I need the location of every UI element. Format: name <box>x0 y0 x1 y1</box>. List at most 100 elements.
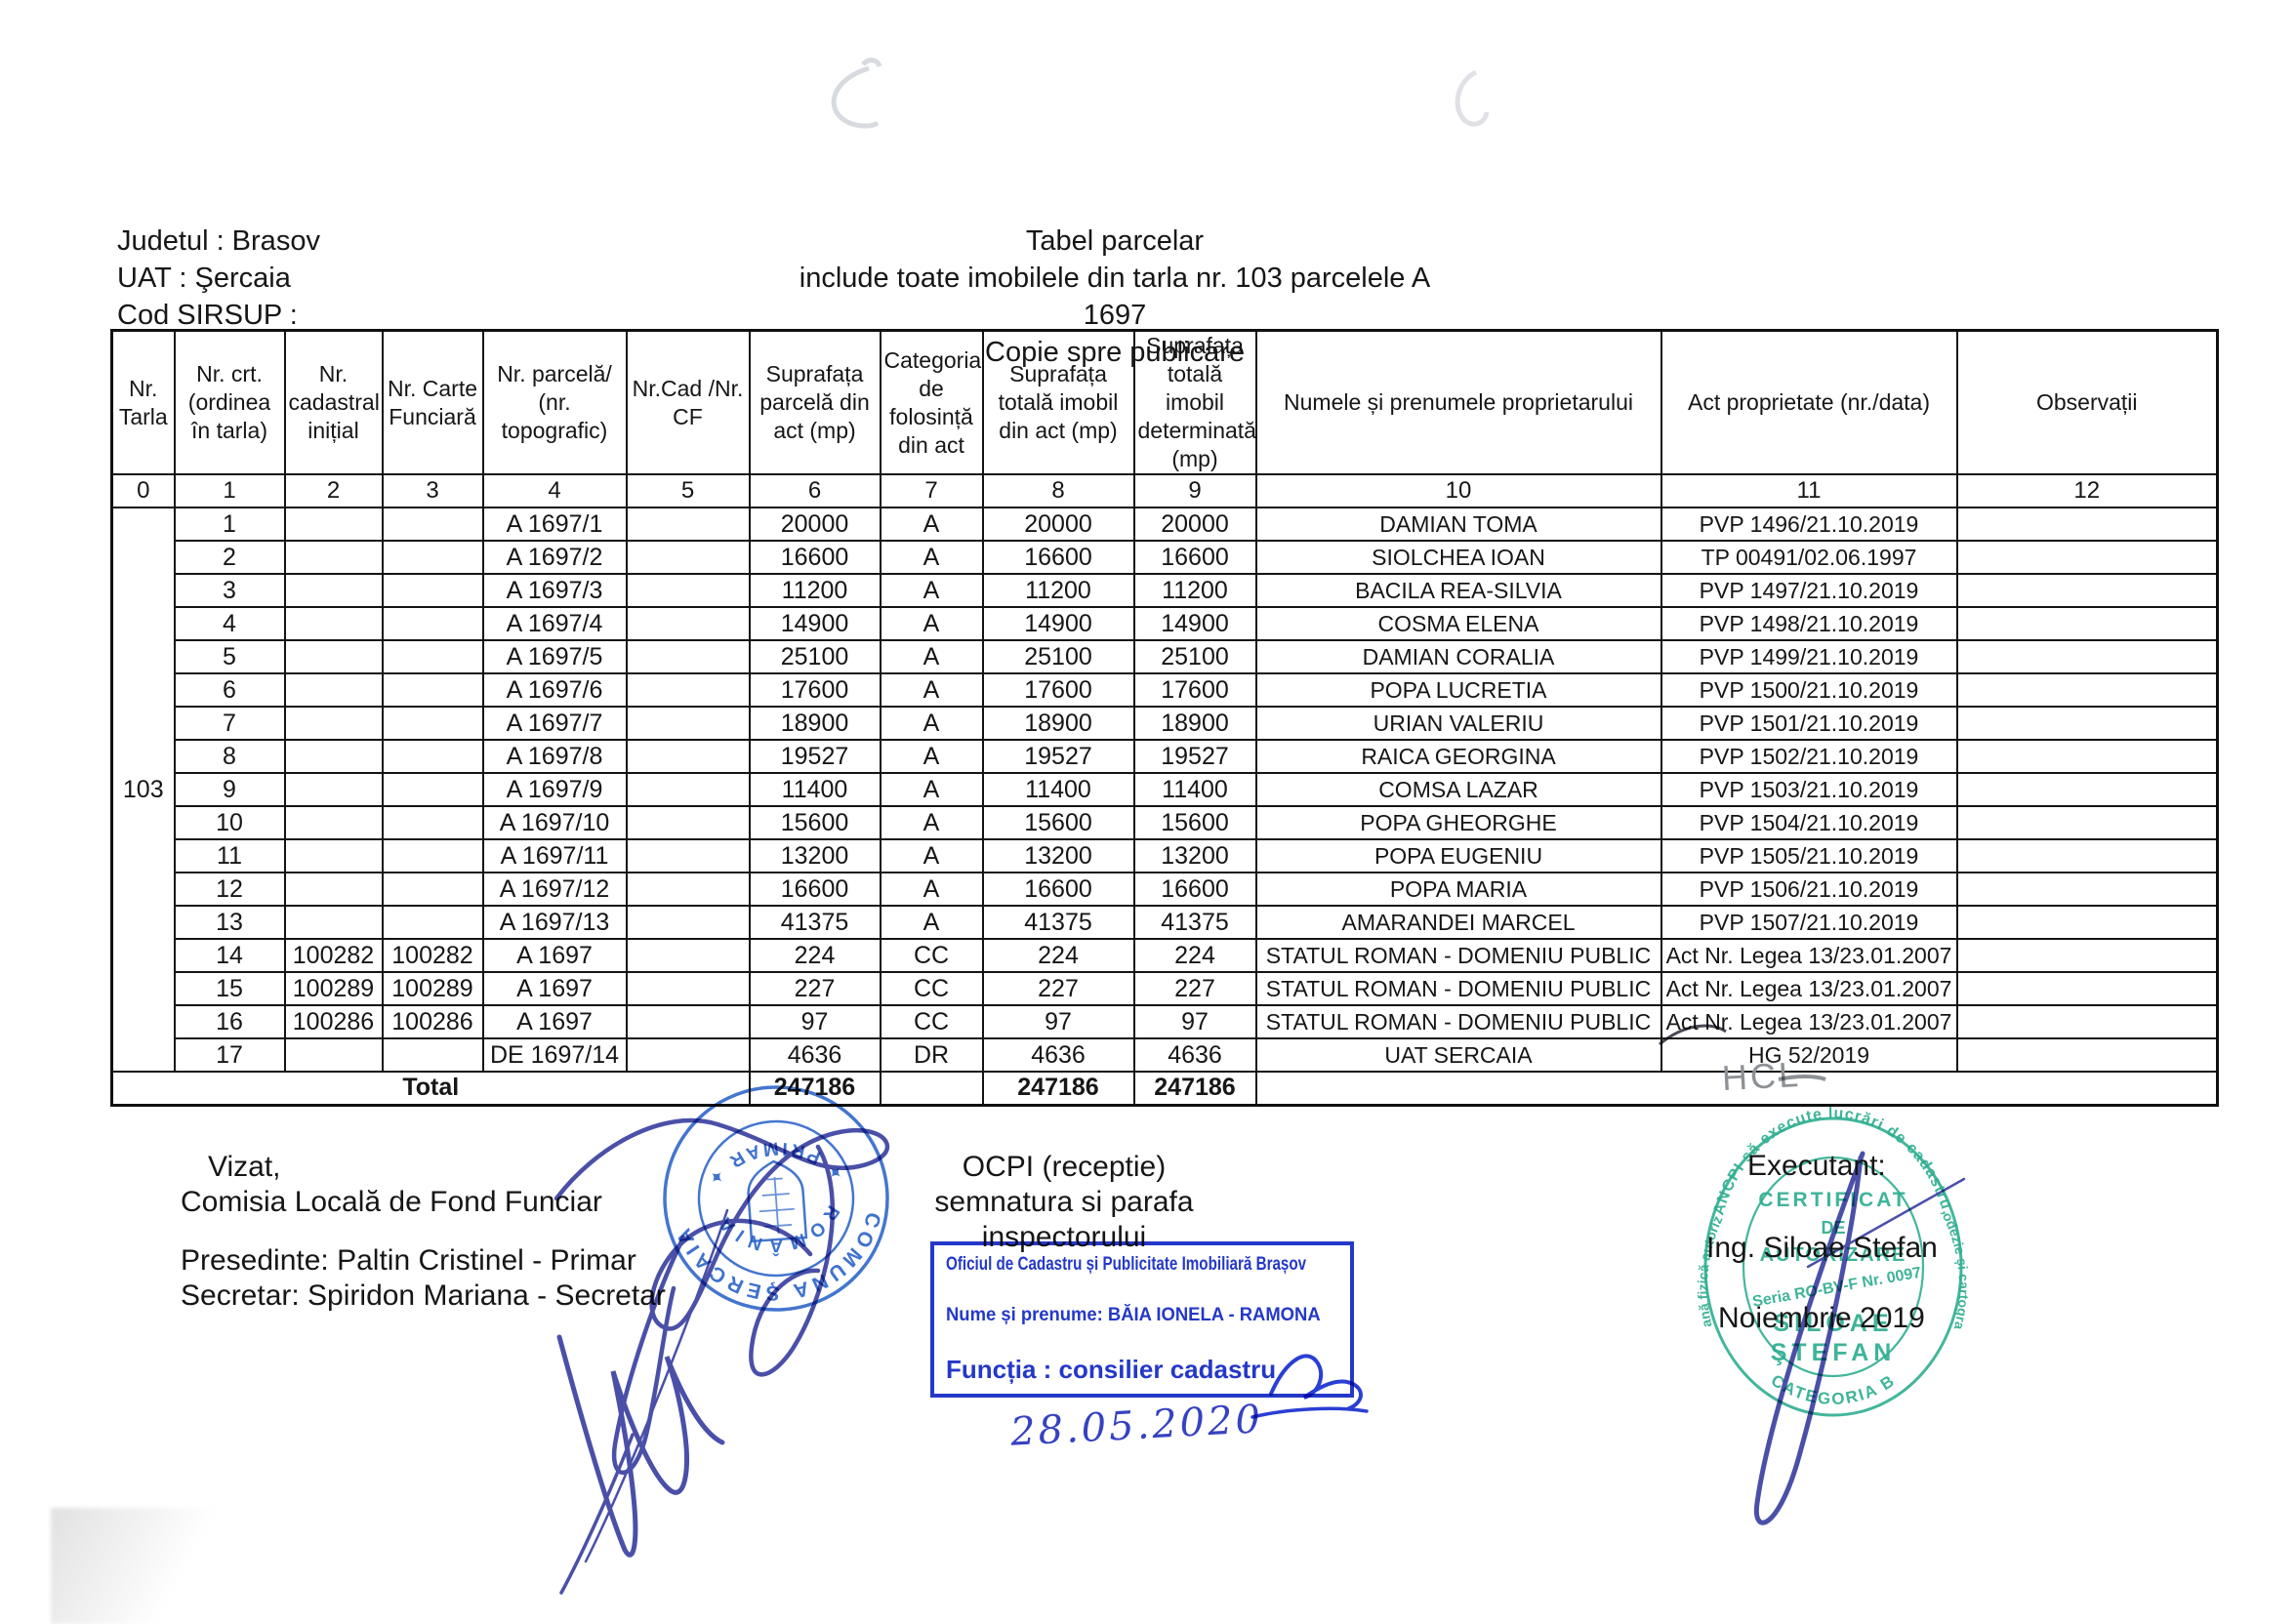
cell-parcela: A 1697/3 <box>481 573 628 608</box>
cell-total-s-act: 247186 <box>748 1071 882 1106</box>
cell-act: PVP 1505/21.10.2019 <box>1660 838 1958 873</box>
secretar-label: Secretar: Spiridon Mariana - Secretar <box>181 1279 666 1312</box>
col-index: 11 <box>1660 473 1958 508</box>
cell-parcela: A 1697/8 <box>481 739 628 774</box>
col-index: 12 <box>1955 473 2219 508</box>
table-row: 13 A 1697/13 41375 A 41375 41375 AMARANDEI MAR… <box>112 905 2219 940</box>
cell-nume: URIAN VALERIU <box>1254 706 1662 741</box>
cell-s_act: 20000 <box>748 507 882 542</box>
cell-categ: A <box>879 772 984 807</box>
cell-obs <box>1955 507 2219 542</box>
cell-act: PVP 1499/21.10.2019 <box>1660 639 1958 674</box>
table-index-row: 0 1 2 3 4 5 6 7 8 9 10 11 12 <box>110 473 2219 508</box>
cell-s_tot_act: 11400 <box>981 772 1135 807</box>
cell-carte <box>381 1037 484 1073</box>
cell-act: PVP 1496/21.10.2019 <box>1660 507 1958 542</box>
svg-text:✦ PRIMAR ✦: ✦ PRIMAR ✦ <box>697 1132 850 1193</box>
cell-s_tot_det: 18900 <box>1132 706 1257 741</box>
col-header-tarla: Nr. Tarla <box>110 329 176 475</box>
cell-nume: STATUL ROMAN - DOMENIU PUBLIC <box>1254 971 1662 1006</box>
cell-crt: 3 <box>173 573 286 608</box>
cell-s_tot_det: 13200 <box>1132 838 1257 873</box>
cell-parcela: A 1697/6 <box>481 672 628 708</box>
cell-cad <box>283 739 384 774</box>
cell-nume: STATUL ROMAN - DOMENIU PUBLIC <box>1254 938 1662 973</box>
stamp-ring-commune: COMUNA ŞERCAIA <box>671 1208 891 1312</box>
cell-categ: A <box>879 672 984 708</box>
stamp-country: ROMÂNIA <box>711 1200 846 1261</box>
cell-carte <box>381 639 484 674</box>
col-header-cadastral: Nr. cadastral inițial <box>283 329 384 475</box>
cell-nume: UAT SERCAIA <box>1254 1037 1662 1073</box>
cell-crt: 8 <box>173 739 286 774</box>
document-header-center: Tabel parcelar include toate imobilele d… <box>773 223 1456 371</box>
cell-obs <box>1955 540 2219 575</box>
col-index: 9 <box>1132 473 1257 508</box>
col-header-suprafata-determinata: Suprafața totală imobil determinată (mp) <box>1132 329 1257 475</box>
ocpi-title: OCPI (receptie) <box>962 1151 1167 1183</box>
executant-name: Ing. Siloae Stefan <box>1706 1232 1938 1264</box>
cell-s_act: 17600 <box>748 672 882 708</box>
table-row: 11 A 1697/11 13200 A 13200 13200 POPA EUGENIU P… <box>112 838 2219 873</box>
cell-act: HG 52/2019 <box>1660 1037 1958 1073</box>
cell-act: PVP 1503/21.10.2019 <box>1660 772 1958 807</box>
cell-nume: COSMA ELENA <box>1254 606 1662 641</box>
table-row: 17 DE 1697/14 4636 DR 4636 4636 UAT SERCAIA HG … <box>112 1037 2219 1073</box>
cell-cadcf <box>625 805 751 840</box>
table-row: 12 A 1697/12 16600 A 16600 16600 POPA MARIA PVP… <box>112 872 2219 907</box>
cell-act: Act Nr. Legea 13/23.01.2007 <box>1660 938 1958 973</box>
cell-crt: 7 <box>173 706 286 741</box>
cell-carte <box>381 772 484 807</box>
cell-act: PVP 1500/21.10.2019 <box>1660 672 1958 708</box>
cell-act: PVP 1498/21.10.2019 <box>1660 606 1958 641</box>
ocpi-stamp-name: Nume și prenume: BĂIA IONELA - RAMONA <box>946 1304 1321 1325</box>
cell-nume: POPA MARIA <box>1254 872 1662 907</box>
cell-parcela: A 1697/11 <box>481 838 628 873</box>
cell-obs <box>1955 971 2219 1006</box>
document-header-left: Judetul : Brasov UAT : Şercaia Cod SIRSU… <box>117 223 320 334</box>
cell-cad <box>283 905 384 940</box>
cell-cadcf <box>625 1037 751 1073</box>
cell-s_tot_det: 19527 <box>1132 739 1257 774</box>
comisia-label: Comisia Locală de Fond Funciar <box>181 1186 602 1218</box>
cell-carte <box>381 573 484 608</box>
cell-s_tot_act: 25100 <box>981 639 1135 674</box>
cell-cad <box>283 573 384 608</box>
cell-categ: A <box>879 872 984 907</box>
cell-crt: 17 <box>173 1037 286 1073</box>
cell-categ: A <box>879 573 984 608</box>
cell-s_tot_act: 20000 <box>981 507 1135 542</box>
cell-total-s-tot-det: 247186 <box>1132 1071 1257 1106</box>
cell-parcela: A 1697/9 <box>481 772 628 807</box>
cell-act: PVP 1504/21.10.2019 <box>1660 805 1958 840</box>
cell-s_act: 4636 <box>748 1037 882 1073</box>
cell-categ: A <box>879 540 984 575</box>
cell-carte <box>381 606 484 641</box>
cell-s_tot_det: 4636 <box>1132 1037 1257 1073</box>
table-row: 14 100282 100282 A 1697 224 CC 224 224 STATUL RO… <box>112 938 2219 973</box>
cell-nume: DAMIAN CORALIA <box>1254 639 1662 674</box>
cell-s_tot_act: 16600 <box>981 540 1135 575</box>
cell-crt: 14 <box>173 938 286 973</box>
cell-s_tot_det: 41375 <box>1132 905 1257 940</box>
col-index: 1 <box>173 473 286 508</box>
cell-parcela: A 1697 <box>481 1004 628 1039</box>
cell-categ: CC <box>879 971 984 1006</box>
cell-s_act: 11400 <box>748 772 882 807</box>
cell-cad <box>283 772 384 807</box>
cell-crt: 12 <box>173 872 286 907</box>
table-row: 15 100289 100289 A 1697 227 CC 227 227 STATUL RO… <box>112 971 2219 1006</box>
cell-s_tot_det: 16600 <box>1132 872 1257 907</box>
cell-cadcf <box>625 639 751 674</box>
cell-s_tot_act: 41375 <box>981 905 1135 940</box>
cell-s_act: 227 <box>748 971 882 1006</box>
cell-act: PVP 1506/21.10.2019 <box>1660 872 1958 907</box>
cell-carte <box>381 872 484 907</box>
cell-s_act: 41375 <box>748 905 882 940</box>
cell-s_act: 15600 <box>748 805 882 840</box>
cell-parcela: A 1697/13 <box>481 905 628 940</box>
cell-s_tot_act: 227 <box>981 971 1135 1006</box>
